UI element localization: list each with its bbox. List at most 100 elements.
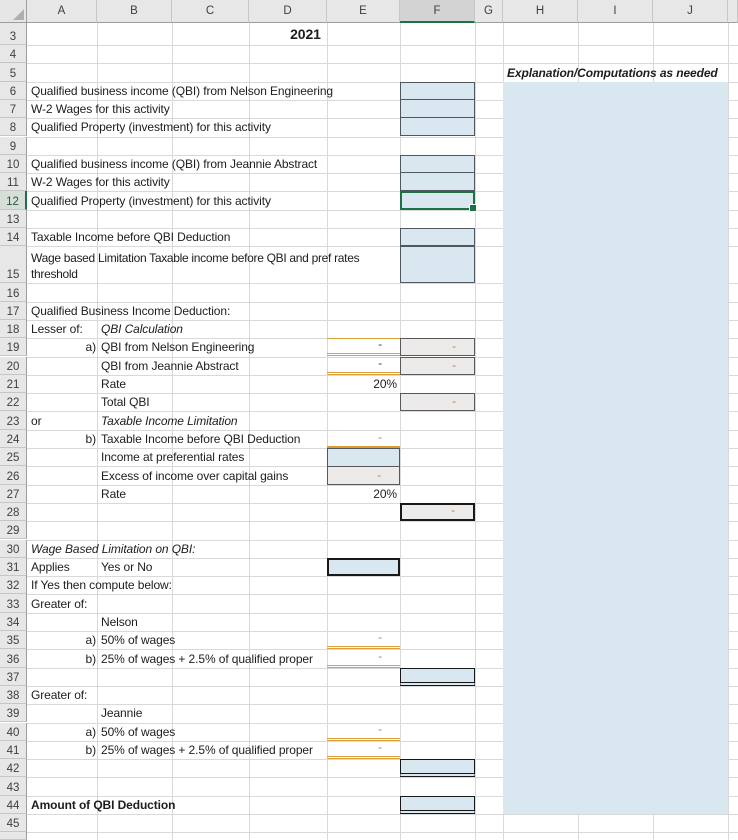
active-cell-F12[interactable] (400, 191, 477, 212)
label-yes-or-no[interactable]: Yes or No (101, 560, 153, 575)
value-qbi-jeannie[interactable]: - (327, 356, 400, 375)
row-header-30[interactable]: 30 (0, 539, 27, 558)
row-header-27[interactable]: 27 (0, 484, 27, 503)
value-taxable-income-before-qbi[interactable]: - (327, 430, 400, 448)
value-25-wages-jeannie[interactable]: - (327, 740, 400, 760)
row-header-19[interactable]: 19 (0, 338, 27, 357)
label-wage-limitation-threshold[interactable]: Wage based Limitation Taxable income bef… (31, 251, 360, 281)
row-header-3[interactable]: 3 (0, 23, 27, 45)
row-header-11[interactable]: 11 (0, 173, 27, 192)
result-nelson-limitation[interactable] (400, 667, 475, 686)
row-header-25[interactable]: 25 (0, 448, 27, 467)
label-income-preferential[interactable]: Income at preferential rates (101, 450, 245, 465)
row-header-10[interactable]: 10 (0, 154, 27, 174)
col-header-A[interactable]: A (27, 0, 97, 23)
label-lesser-of[interactable]: Lesser of: (31, 322, 83, 337)
label-qbi-jeannie[interactable]: Qualified business income (QBI) from Jea… (31, 157, 318, 172)
input-wage-limitation-applies[interactable] (327, 557, 400, 577)
label-applies[interactable]: Applies (31, 560, 70, 575)
input-qbi-jeannie[interactable] (400, 154, 475, 174)
row-header-37[interactable]: 37 (0, 667, 27, 686)
col-header-D[interactable]: D (249, 0, 327, 23)
col-header-H[interactable]: H (503, 0, 578, 23)
row-header-13[interactable]: 13 (0, 209, 27, 228)
row-header-45[interactable]: 45 (0, 814, 27, 833)
label-taxable-income-limitation[interactable]: Taxable Income Limitation (101, 413, 238, 428)
row-header-44[interactable]: 44 (0, 795, 27, 814)
row-header-18[interactable]: 18 (0, 319, 27, 339)
row-header-34[interactable]: 34 (0, 612, 27, 631)
row-header-33[interactable]: 33 (0, 594, 27, 613)
label-qbi-from-jeannie[interactable]: QBI from Jeannie Abstract (101, 358, 239, 373)
input-income-preferential[interactable] (327, 448, 400, 467)
row-header-15[interactable]: 15 (0, 246, 27, 284)
col-header-I[interactable]: I (578, 0, 653, 23)
label-50-wages-jeannie[interactable]: 50% of wages (101, 724, 176, 739)
value-rate-1[interactable]: 20% (373, 377, 397, 392)
label-taxable-income[interactable]: Taxable Income before QBI Deduction (31, 230, 231, 245)
input-w2-nelson[interactable] (400, 99, 475, 119)
label-total-qbi[interactable]: Total QBI (101, 395, 150, 410)
row-header-8[interactable]: 8 (0, 118, 27, 137)
value-rate-2[interactable]: 20% (373, 486, 397, 501)
row-header-12[interactable]: 12 (0, 191, 27, 210)
col-header-partial[interactable] (728, 0, 738, 23)
input-amount-qbi-deduction[interactable] (400, 795, 475, 814)
label-b-nelson-property[interactable]: b) (85, 651, 97, 666)
row-header-24[interactable]: 24 (0, 429, 27, 448)
input-w2-jeannie[interactable] (400, 173, 475, 192)
label-qbi-nelson[interactable]: Qualified business income (QBI) from Nel… (31, 83, 333, 98)
label-rate-1[interactable]: Rate (101, 377, 126, 392)
row-header-16[interactable]: 16 (0, 283, 27, 302)
label-w2-wages-nelson[interactable]: W-2 Wages for this activity (31, 102, 170, 117)
label-nelson[interactable]: Nelson (101, 614, 138, 629)
label-if-yes-compute[interactable]: If Yes then compute below: (31, 578, 172, 593)
row-header-29[interactable]: 29 (0, 521, 27, 540)
label-qualified-property-jeannie[interactable]: Qualified Property (investment) for this… (31, 193, 271, 208)
calc-qbi-jeannie[interactable]: - (400, 356, 475, 375)
calc-total-qbi[interactable]: - (400, 393, 475, 412)
label-or[interactable]: or (31, 413, 42, 428)
label-excess-income[interactable]: Excess of income over capital gains (101, 468, 289, 483)
row-header-partial[interactable] (0, 832, 27, 840)
row-header-22[interactable]: 22 (0, 393, 27, 412)
label-greater-of-2[interactable]: Greater of: (31, 688, 88, 703)
col-header-C[interactable]: C (172, 0, 249, 23)
value-25-wages-nelson[interactable]: - (327, 649, 400, 668)
row-header-38[interactable]: 38 (0, 685, 27, 705)
label-a-jeannie-wages[interactable]: a) (85, 724, 97, 739)
label-qbi-deduction-section[interactable]: Qualified Business Income Deduction: (31, 303, 231, 318)
row-header-41[interactable]: 41 (0, 740, 27, 760)
label-greater-of-1[interactable]: Greater of: (31, 596, 88, 611)
row-header-28[interactable]: 28 (0, 502, 27, 522)
row-header-14[interactable]: 14 (0, 228, 27, 247)
row-header-21[interactable]: 21 (0, 374, 27, 394)
label-qbi-calculation[interactable]: QBI Calculation (101, 322, 183, 337)
col-header-E[interactable]: E (327, 0, 400, 23)
row-header-23[interactable]: 23 (0, 411, 27, 430)
input-wage-limitation-threshold[interactable] (400, 246, 475, 284)
label-a-nelson-wages[interactable]: a) (85, 633, 97, 648)
row-header-42[interactable]: 42 (0, 759, 27, 778)
label-a-qbi[interactable]: a) (85, 340, 97, 355)
col-header-B[interactable]: B (97, 0, 172, 23)
value-qbi-nelson[interactable]: - (327, 337, 400, 357)
label-b-jeannie-property[interactable]: b) (85, 743, 97, 758)
col-header-F[interactable]: F (400, 0, 475, 23)
row-header-32[interactable]: 32 (0, 576, 27, 595)
row-header-35[interactable]: 35 (0, 631, 27, 650)
col-header-J[interactable]: J (653, 0, 728, 23)
label-w2-wages-jeannie[interactable]: W-2 Wages for this activity (31, 175, 170, 190)
label-50-wages-nelson[interactable]: 50% of wages (101, 633, 176, 648)
input-taxable-income[interactable] (400, 228, 475, 247)
input-qbi-nelson[interactable] (400, 81, 475, 100)
row-header-6[interactable]: 6 (0, 81, 27, 100)
result-jeannie-limitation[interactable] (400, 759, 475, 778)
calc-qbi-nelson[interactable]: - (400, 338, 475, 357)
label-rate-2[interactable]: Rate (101, 486, 126, 501)
value-50-wages-nelson[interactable]: - (327, 630, 400, 650)
row-header-31[interactable]: 31 (0, 557, 27, 577)
label-taxable-income-before-qbi[interactable]: Taxable Income before QBI Deduction (101, 431, 301, 446)
label-qbi-from-nelson[interactable]: QBI from Nelson Engineering (101, 340, 255, 355)
input-property-nelson[interactable] (400, 118, 475, 137)
